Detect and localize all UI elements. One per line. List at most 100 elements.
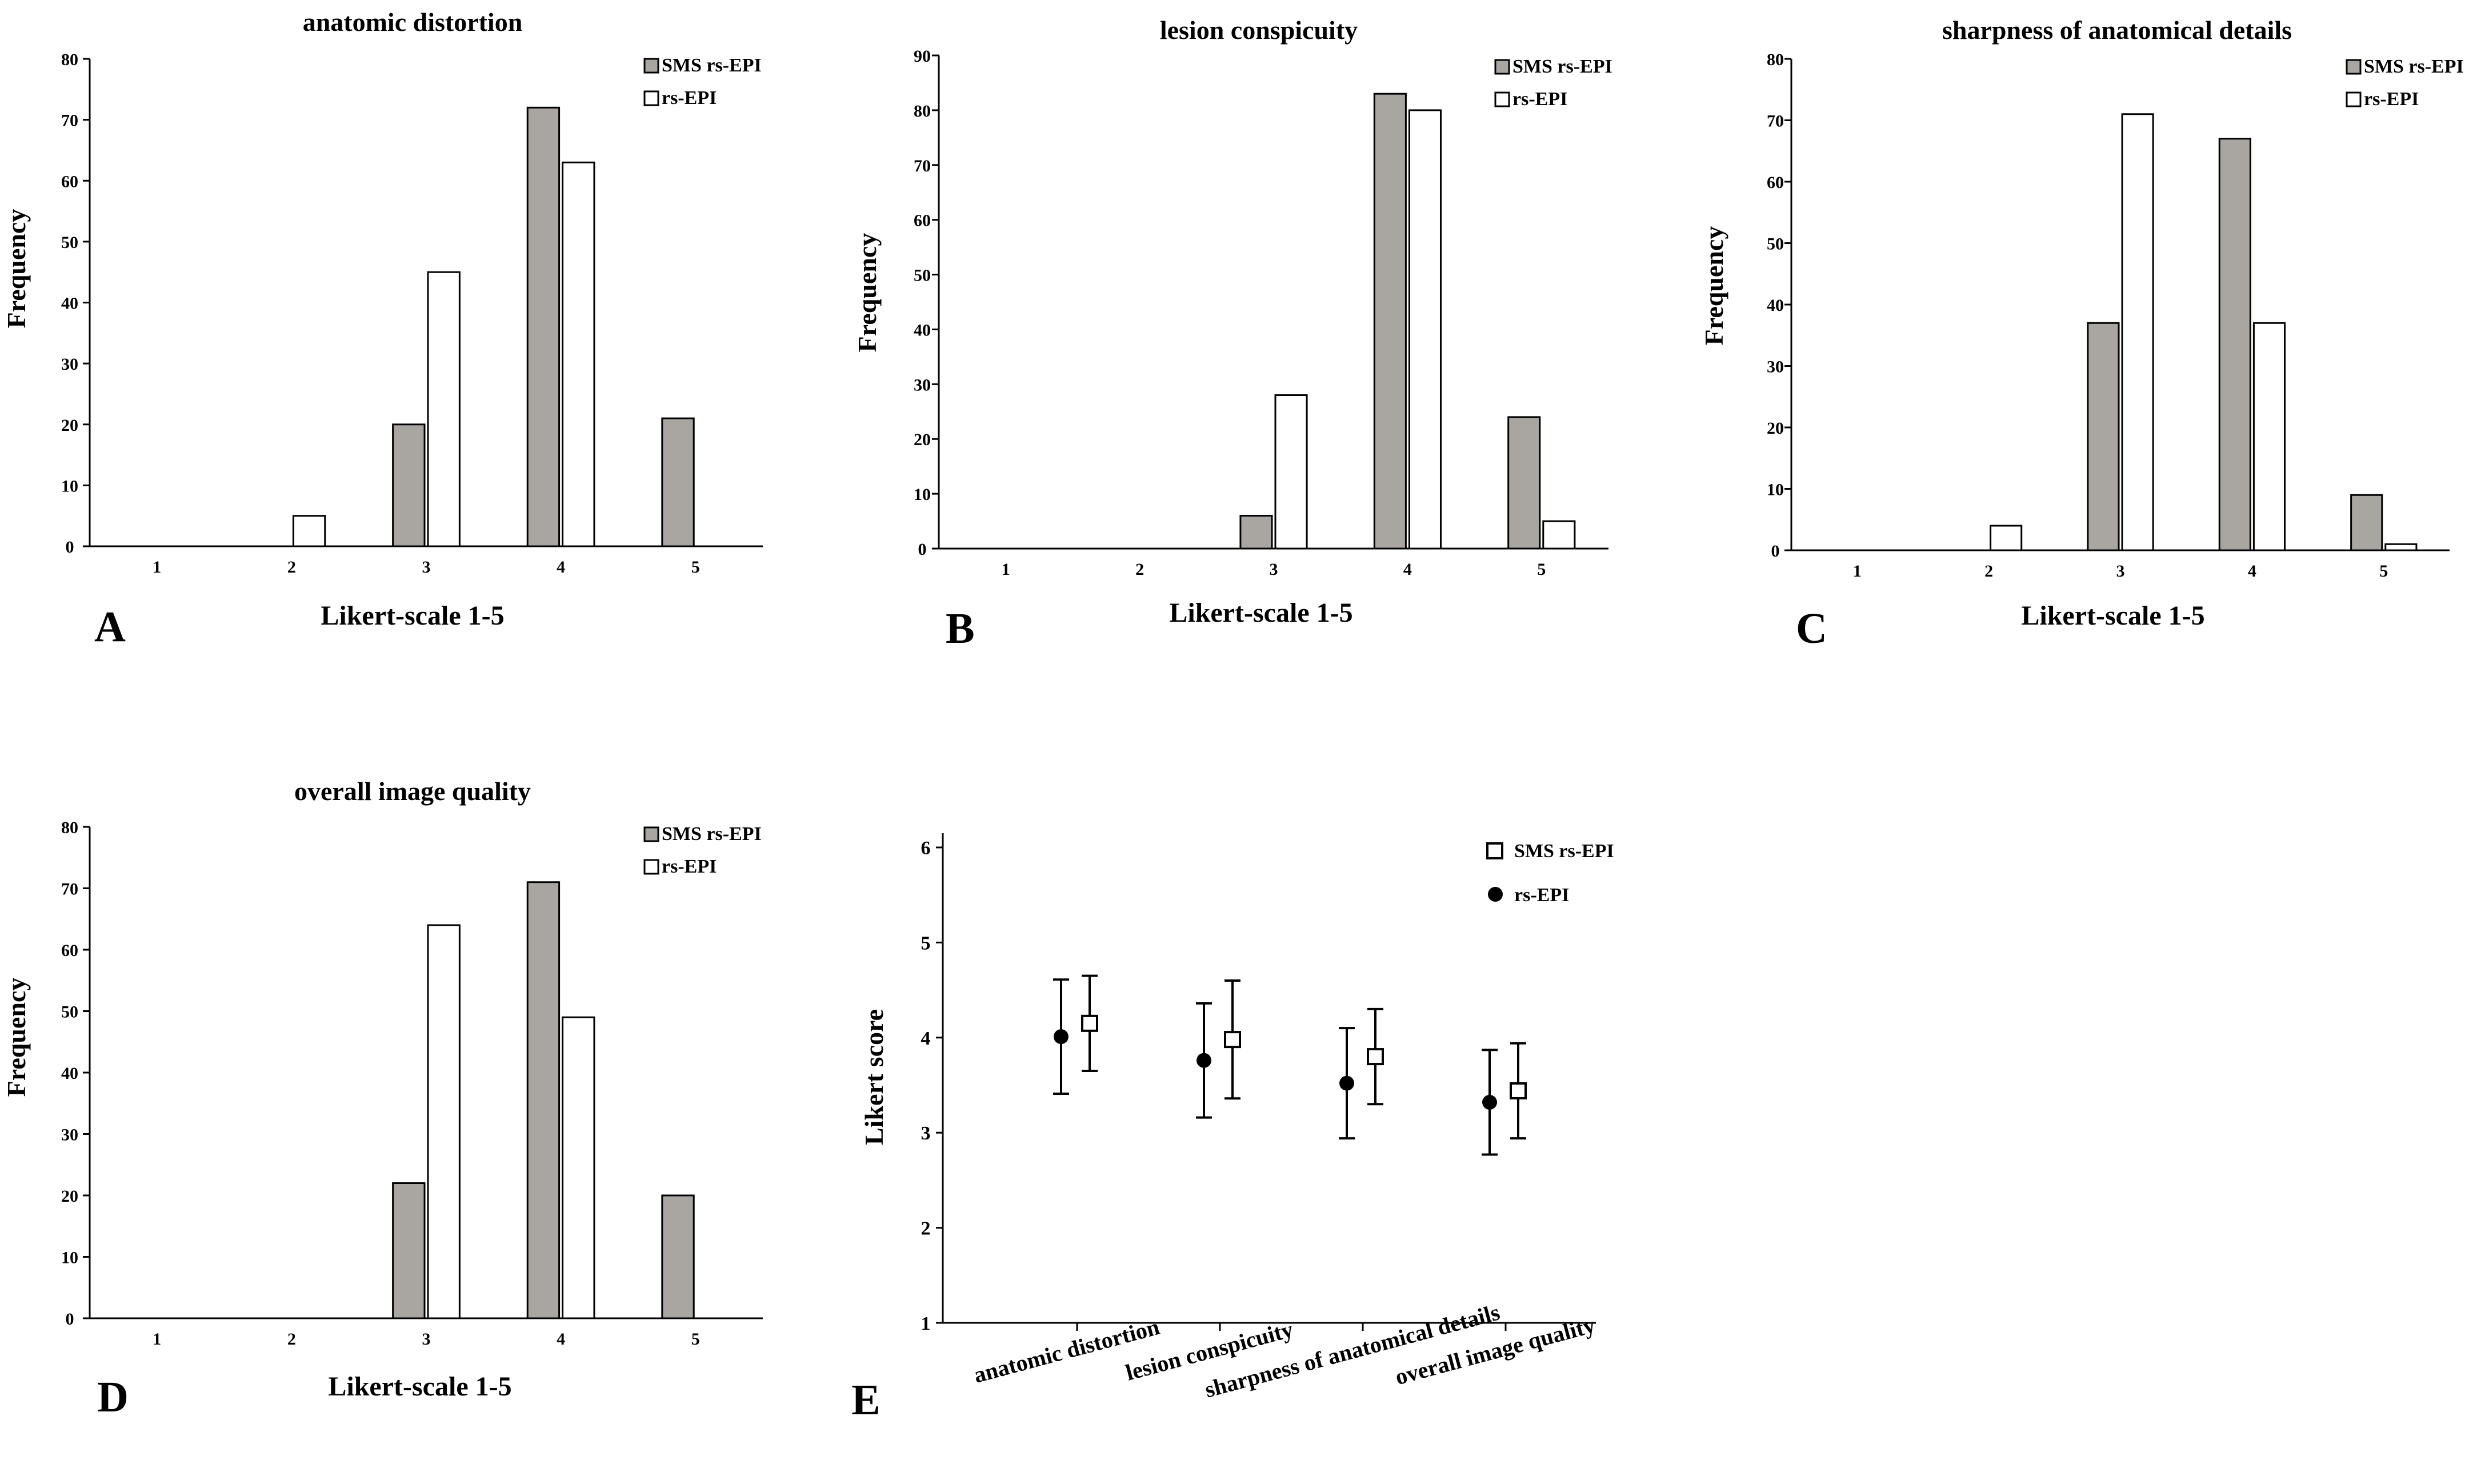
x-tick-label: 1 <box>153 558 161 577</box>
y-tick-label: 50 <box>1767 235 1784 254</box>
legend-swatch-rs <box>643 90 659 106</box>
bar-sms-rs-epi <box>2087 322 2120 551</box>
legend-label-sms: SMS rs-EPI <box>1514 841 1614 862</box>
y-tick-label: 3 <box>921 1123 931 1144</box>
legend-swatch-sms <box>643 58 659 74</box>
y-tick-label: 20 <box>61 416 78 435</box>
x-tick-label: 3 <box>1270 560 1278 579</box>
y-axis-label: Frequency <box>1699 226 1728 346</box>
y-tick-label: 40 <box>61 1064 78 1083</box>
panel-letter: E <box>851 1376 881 1424</box>
y-tick-label: 30 <box>1767 358 1784 377</box>
legend-label-rs: rs-EPI <box>1514 885 1569 906</box>
legend-label-sms: SMS rs-EPI <box>662 823 762 845</box>
x-tick-label: 4 <box>557 1330 565 1349</box>
bar-sms-rs-epi <box>661 417 695 547</box>
y-tick-label: 70 <box>61 111 78 130</box>
y-tick-label: 0 <box>1771 542 1780 561</box>
y-tick-label: 6 <box>921 838 931 859</box>
x-axis-label: Likert-scale 1-5 <box>2021 601 2204 631</box>
y-tick-label: 20 <box>1767 419 1784 438</box>
bar-sms-rs-epi <box>1239 514 1273 550</box>
y-tick-label: 0 <box>66 538 74 557</box>
x-tick-label: 3 <box>2116 562 2125 581</box>
chart-title: overall image quality <box>294 777 531 806</box>
legend-swatch-rs <box>643 859 659 875</box>
x-axis-label: Likert-scale 1-5 <box>321 601 504 631</box>
legend-swatch-sms <box>643 826 659 842</box>
x-tick-label: 5 <box>2379 562 2388 581</box>
x-axis-label: Likert-scale 1-5 <box>328 1371 511 1402</box>
bar-rs-epi <box>1274 394 1308 550</box>
y-tick-label: 60 <box>1767 173 1784 192</box>
y-axis-label: Likert score <box>859 1009 889 1145</box>
bar-rs-epi <box>1408 109 1442 550</box>
y-tick-label: 70 <box>61 880 78 899</box>
x-tick-label: 3 <box>422 558 431 577</box>
bar-sms-rs-epi <box>2218 138 2251 551</box>
y-tick-label: 2 <box>921 1218 931 1239</box>
legend-label-rs: rs-EPI <box>2364 89 2419 110</box>
point-sms-rs-epi <box>1224 1031 1241 1049</box>
chart-title: lesion conspicuity <box>1160 15 1358 45</box>
y-tick-label: 50 <box>61 1003 78 1022</box>
y-tick-label: 60 <box>61 941 78 960</box>
y-tick-label: 60 <box>61 172 78 191</box>
y-tick-label: 90 <box>914 47 931 66</box>
bar-rs-epi <box>427 924 461 1319</box>
point-sms-rs-epi <box>1081 1014 1098 1032</box>
panel-letter: D <box>97 1373 129 1421</box>
y-tick-label: 80 <box>61 818 78 837</box>
y-tick-label: 40 <box>1767 296 1784 315</box>
bar-sms-rs-epi <box>661 1194 695 1319</box>
panel-c-sharpness: sharpness of anatomical details Frequenc… <box>1699 15 2464 653</box>
bar-sms-rs-epi <box>392 423 426 547</box>
y-tick-label: 1 <box>921 1313 931 1334</box>
x-tick-label: 2 <box>287 1330 296 1349</box>
bar-sms-rs-epi <box>2350 494 2383 551</box>
legend-label-rs: rs-EPI <box>662 87 717 109</box>
y-tick-label: 10 <box>61 477 78 495</box>
bar-rs-epi <box>562 161 595 547</box>
x-tick-label: 1 <box>1002 560 1010 579</box>
legend-swatch-rs <box>2346 91 2362 107</box>
x-tick-label: 4 <box>557 558 565 577</box>
legend-swatch-rs <box>1494 91 1510 107</box>
panel-letter: A <box>94 603 126 651</box>
x-tick-label: 5 <box>1537 560 1546 579</box>
y-tick-label: 40 <box>914 321 931 339</box>
y-tick-label: 80 <box>61 50 78 69</box>
x-tick-label: 1 <box>153 1330 161 1349</box>
x-tick-label: 2 <box>287 558 296 577</box>
panel-letter: C <box>1796 605 1827 653</box>
y-tick-label: 0 <box>66 1310 74 1329</box>
chart-title: sharpness of anatomical details <box>1942 15 2292 45</box>
bar-rs-epi <box>562 1016 595 1319</box>
bar-rs-epi <box>1542 520 1576 550</box>
y-tick-label: 20 <box>61 1187 78 1206</box>
legend-label-sms: SMS rs-EPI <box>1512 56 1612 77</box>
y-tick-label: 30 <box>61 355 78 374</box>
y-tick-label: 5 <box>921 933 931 954</box>
x-tick-label: 4 <box>2248 562 2256 581</box>
bar-rs-epi <box>427 271 461 547</box>
legend-swatch-sms <box>2346 59 2362 75</box>
y-axis-label: Frequency <box>853 233 882 353</box>
y-tick-label: 70 <box>1767 112 1784 131</box>
legend-marker-sms <box>1486 842 1503 859</box>
x-tick-label: 1 <box>1853 562 1862 581</box>
y-axis-label: Frequency <box>2 209 31 329</box>
legend-swatch-sms <box>1494 59 1510 75</box>
point-sms-rs-epi <box>1510 1082 1527 1099</box>
legend-label-rs: rs-EPI <box>1512 89 1567 110</box>
y-tick-label: 50 <box>61 233 78 252</box>
bar-rs-epi <box>1990 525 2023 551</box>
x-tick-label: 2 <box>1135 560 1144 579</box>
y-tick-label: 30 <box>61 1126 78 1145</box>
bar-sms-rs-epi <box>1373 93 1407 550</box>
panel-letter: B <box>946 605 975 653</box>
bar-sms-rs-epi <box>526 881 561 1319</box>
x-tick-label: 2 <box>1984 562 1993 581</box>
bar-rs-epi <box>292 515 326 547</box>
